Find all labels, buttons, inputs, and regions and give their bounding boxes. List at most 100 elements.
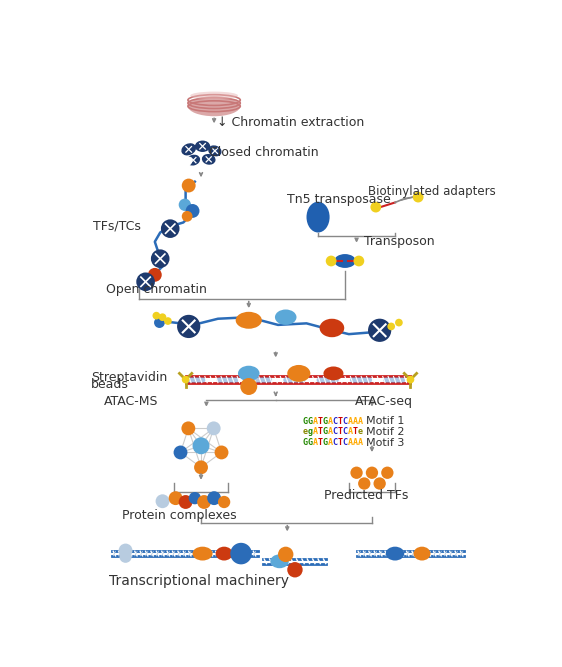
Text: A: A bbox=[328, 417, 333, 426]
Ellipse shape bbox=[182, 144, 196, 155]
Text: ATAC-seq: ATAC-seq bbox=[355, 396, 413, 408]
Ellipse shape bbox=[235, 311, 262, 329]
Ellipse shape bbox=[369, 319, 391, 341]
Text: C: C bbox=[333, 428, 338, 436]
Text: A: A bbox=[348, 417, 353, 426]
Text: T: T bbox=[338, 438, 343, 447]
Ellipse shape bbox=[381, 467, 393, 479]
Text: Motif 2: Motif 2 bbox=[366, 427, 404, 437]
Ellipse shape bbox=[190, 91, 238, 99]
Ellipse shape bbox=[187, 155, 200, 165]
Text: Motif 3: Motif 3 bbox=[366, 438, 404, 448]
Ellipse shape bbox=[306, 201, 329, 233]
Ellipse shape bbox=[202, 155, 215, 164]
Ellipse shape bbox=[386, 547, 404, 560]
Text: T: T bbox=[318, 438, 323, 447]
Text: G: G bbox=[303, 438, 307, 447]
Ellipse shape bbox=[287, 365, 310, 382]
Ellipse shape bbox=[182, 422, 195, 436]
Text: Predicted TFs: Predicted TFs bbox=[324, 490, 409, 502]
Ellipse shape bbox=[406, 376, 414, 384]
Text: T: T bbox=[338, 417, 343, 426]
Text: Motif 1: Motif 1 bbox=[366, 416, 404, 426]
Ellipse shape bbox=[366, 467, 378, 479]
Ellipse shape bbox=[152, 250, 169, 267]
Ellipse shape bbox=[119, 544, 133, 558]
Text: ATAC-MS: ATAC-MS bbox=[104, 396, 158, 408]
Ellipse shape bbox=[174, 446, 188, 460]
Ellipse shape bbox=[169, 491, 183, 505]
Text: A: A bbox=[348, 438, 353, 447]
Text: e: e bbox=[303, 428, 307, 436]
Text: TFs/TCs: TFs/TCs bbox=[93, 220, 141, 233]
Ellipse shape bbox=[350, 467, 362, 479]
Ellipse shape bbox=[197, 495, 211, 509]
Text: G: G bbox=[307, 417, 312, 426]
Ellipse shape bbox=[207, 491, 221, 505]
Ellipse shape bbox=[353, 255, 364, 266]
Text: T: T bbox=[338, 428, 343, 436]
Ellipse shape bbox=[196, 141, 210, 151]
Ellipse shape bbox=[162, 220, 179, 237]
Ellipse shape bbox=[179, 495, 193, 509]
Ellipse shape bbox=[358, 478, 370, 490]
Ellipse shape bbox=[156, 494, 170, 508]
Ellipse shape bbox=[182, 211, 193, 221]
Ellipse shape bbox=[137, 273, 154, 290]
Text: A: A bbox=[328, 428, 333, 436]
Text: T: T bbox=[318, 417, 323, 426]
Ellipse shape bbox=[207, 422, 221, 436]
Text: A: A bbox=[312, 438, 318, 447]
Ellipse shape bbox=[320, 319, 345, 338]
Ellipse shape bbox=[185, 204, 200, 218]
Text: Transcriptional machinery: Transcriptional machinery bbox=[108, 574, 289, 588]
Ellipse shape bbox=[180, 157, 192, 167]
Ellipse shape bbox=[188, 96, 241, 116]
Ellipse shape bbox=[154, 317, 165, 328]
Ellipse shape bbox=[278, 547, 293, 562]
Text: Closed chromatin: Closed chromatin bbox=[209, 146, 318, 159]
Ellipse shape bbox=[148, 268, 162, 281]
Text: g: g bbox=[307, 428, 312, 436]
Text: Protein complexes: Protein complexes bbox=[122, 509, 237, 522]
Text: C: C bbox=[333, 417, 338, 426]
Text: Tn5 transposase: Tn5 transposase bbox=[287, 193, 391, 206]
Ellipse shape bbox=[238, 366, 260, 381]
Text: C: C bbox=[343, 438, 348, 447]
Ellipse shape bbox=[324, 366, 343, 380]
Text: beads: beads bbox=[91, 378, 129, 392]
Text: e: e bbox=[357, 428, 362, 436]
Ellipse shape bbox=[241, 378, 257, 395]
Text: G: G bbox=[323, 417, 328, 426]
Text: C: C bbox=[343, 417, 348, 426]
Ellipse shape bbox=[152, 311, 160, 319]
Text: A: A bbox=[312, 428, 318, 436]
Ellipse shape bbox=[209, 146, 221, 155]
Ellipse shape bbox=[158, 313, 166, 321]
Ellipse shape bbox=[119, 550, 132, 563]
Ellipse shape bbox=[215, 446, 228, 460]
Text: A: A bbox=[328, 438, 333, 447]
Text: A: A bbox=[353, 417, 357, 426]
Text: Transposon: Transposon bbox=[364, 235, 435, 248]
Ellipse shape bbox=[413, 191, 424, 203]
Ellipse shape bbox=[218, 496, 230, 508]
Ellipse shape bbox=[230, 543, 252, 564]
Ellipse shape bbox=[189, 492, 201, 504]
Ellipse shape bbox=[326, 255, 337, 266]
Text: A: A bbox=[357, 438, 362, 447]
Ellipse shape bbox=[270, 554, 289, 568]
Ellipse shape bbox=[216, 547, 233, 560]
Text: G: G bbox=[323, 438, 328, 447]
Text: A: A bbox=[348, 428, 353, 436]
Ellipse shape bbox=[374, 478, 386, 490]
Text: A: A bbox=[357, 417, 362, 426]
Text: C: C bbox=[333, 438, 338, 447]
Ellipse shape bbox=[181, 139, 221, 171]
Ellipse shape bbox=[334, 254, 356, 268]
Ellipse shape bbox=[387, 323, 395, 330]
Ellipse shape bbox=[182, 376, 189, 384]
Text: T: T bbox=[353, 428, 357, 436]
Text: C: C bbox=[343, 428, 348, 436]
Ellipse shape bbox=[179, 199, 191, 211]
